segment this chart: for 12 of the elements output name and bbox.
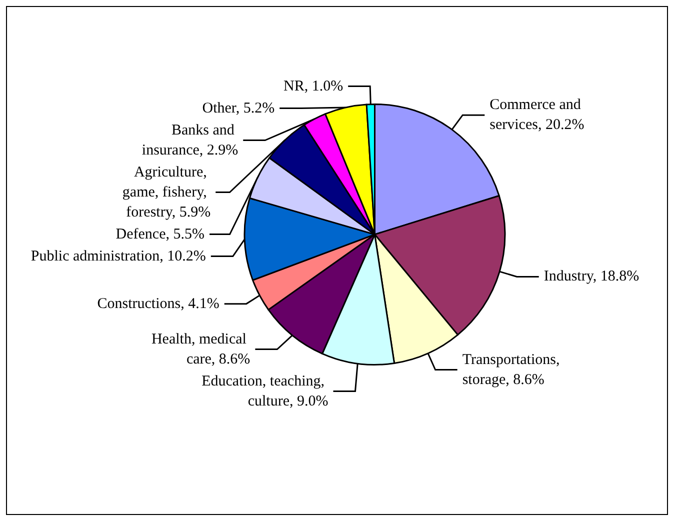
slice-label: Agriculture, game, fishery, forestry, 5.9% [122, 164, 211, 220]
slice-label: NR, 1.0% [283, 78, 344, 94]
slice-label: Education, teaching, culture, 9.0% [202, 373, 328, 410]
slice-label: Industry, 18.8% [544, 268, 640, 285]
slice-label: Constructions, 4.1% [97, 296, 220, 312]
slice-label: Defence, 5.5% [116, 226, 204, 242]
slice-label: Health, medical care, 8.6% [151, 331, 250, 368]
slice-label: Public administration, 10.2% [30, 248, 206, 264]
slice-label: Transportations, storage, 8.6% [462, 352, 564, 388]
slice-label: Banks and insurance, 2.9% [142, 122, 238, 158]
slice-label: Commerce and services, 20.2% [490, 97, 585, 134]
slice-label: Other, 5.2% [202, 100, 275, 116]
